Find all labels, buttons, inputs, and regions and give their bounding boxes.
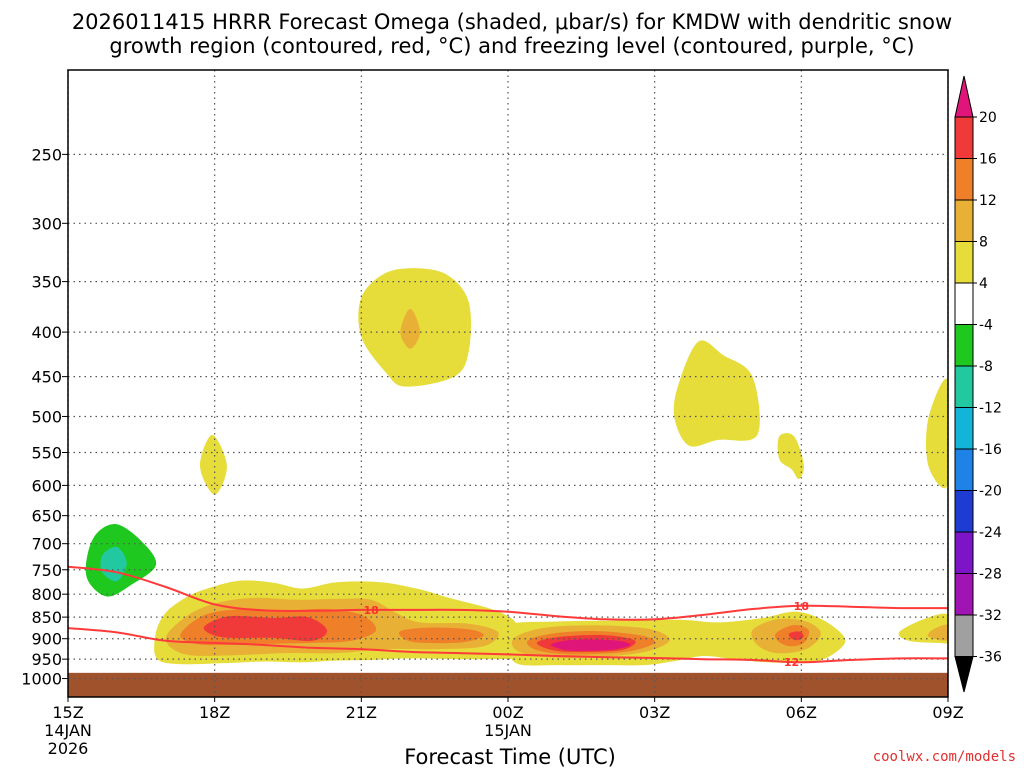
colorbar-band [954,282,974,325]
y-tick-label: 850 [31,608,62,627]
omega-region-small-yellow-1800 [199,434,227,495]
colorbar-bottom-arrow [954,656,974,693]
contour-label-12: 12 [784,656,799,669]
colorbar-tick-label: -20 [979,484,1002,500]
colorbar-band [954,365,974,408]
colorbar-band [954,324,974,367]
colorbar-tick-label: 20 [979,110,997,126]
x-axis-label: Forecast Time (UTC) [404,745,616,768]
colorbar-band [954,241,974,284]
omega-region-right-edge-orange-low [927,624,948,641]
colorbar-band [954,116,974,159]
colorbar-tick-label: 4 [979,276,988,292]
y-tick-label: 450 [31,368,62,387]
contours: 18 18 12 [68,565,948,669]
colorbar-band [954,614,974,657]
colorbar-band [954,407,974,450]
colorbar-tick-label: -12 [979,401,1002,417]
colorbar-top-arrow [954,75,974,118]
grid [67,70,949,697]
y-tick-label: 900 [31,630,62,649]
y-tick-label: 600 [31,476,62,495]
y-axis-ticks: 250 300 350 400 450 500 550 600 650 700 750 800 850 9… [21,145,68,689]
colorbar-tick-label: -28 [979,567,1002,583]
y-tick-label: 700 [31,535,62,554]
colorbar-band [954,199,974,242]
contour-dendritic-minus12 [68,627,948,664]
chart-title-line2: growth region (contoured, red, °C) and f… [109,34,914,58]
colorbar-tick-label: 8 [979,235,988,251]
omega-region-mid-yellow-blob-0330 [673,340,760,447]
y-tick-label: 400 [31,323,62,342]
y-tick-label: 250 [31,145,62,164]
omega-region-magenta-0100-0200 [550,639,631,651]
colorbar-band [954,531,974,574]
credit-text: coolwx.com/models [873,749,1016,765]
omega-region-mid-small-yellow-0530 [777,433,804,480]
x-tick-year: 2026 [48,739,89,758]
colorbar-tick-label: -36 [979,650,1002,666]
omega-region-orange-2130-2330 [398,627,484,644]
omega-region-upper-orange-core [400,308,420,349]
contour-label-18: 18 [794,600,809,613]
y-tick-label: 750 [31,561,62,580]
y-tick-label: 1000 [21,670,62,689]
y-tick-label: 350 [31,273,62,292]
x-tick-label: 03Z [639,703,670,722]
y-tick-label: 950 [31,650,62,669]
colorbar-tick-label: -24 [979,525,1002,541]
colorbar-band [954,490,974,533]
contour-dendritic-minus18 [68,565,948,621]
x-tick-label: 00Z [492,703,523,722]
x-tick-date: 14JAN [44,721,92,740]
y-tick-label: 550 [31,444,62,463]
x-tick-date: 15JAN [484,721,532,740]
omega-region-red-core-1800-2000 [203,615,328,642]
x-tick-label: 21Z [346,703,377,722]
x-tick-label: 15Z [52,703,83,722]
y-tick-label: 500 [31,407,62,426]
chart-title-line1: 2026011415 HRRR Forecast Omega (shaded, … [72,10,952,34]
x-tick-label: 06Z [786,703,817,722]
colorbar-tick-label: -4 [979,318,993,334]
x-tick-label: 09Z [932,703,963,722]
omega-region-red-0500 [788,631,804,641]
colorbar-tick-label: 16 [979,152,997,168]
y-tick-label: 650 [31,507,62,526]
colorbar-tick-label: 12 [979,193,997,209]
colorbar-tick-label: -16 [979,442,1002,458]
y-tick-label: 800 [31,585,62,604]
omega-region-right-edge-yellow-mid [926,378,948,489]
colorbar-tick-label: -8 [979,359,993,375]
colorbar: 20 16 12 8 4 -4 -8 -12 -16 -20 -24 -28 -32 -36 [954,75,1002,693]
colorbar-tick-label: -32 [979,608,1002,624]
colorbar-band [954,448,974,491]
y-tick-label: 300 [31,214,62,233]
x-tick-label: 18Z [199,703,230,722]
colorbar-band [954,158,974,201]
colorbar-band [954,573,974,616]
contour-label-18: 18 [363,604,378,617]
